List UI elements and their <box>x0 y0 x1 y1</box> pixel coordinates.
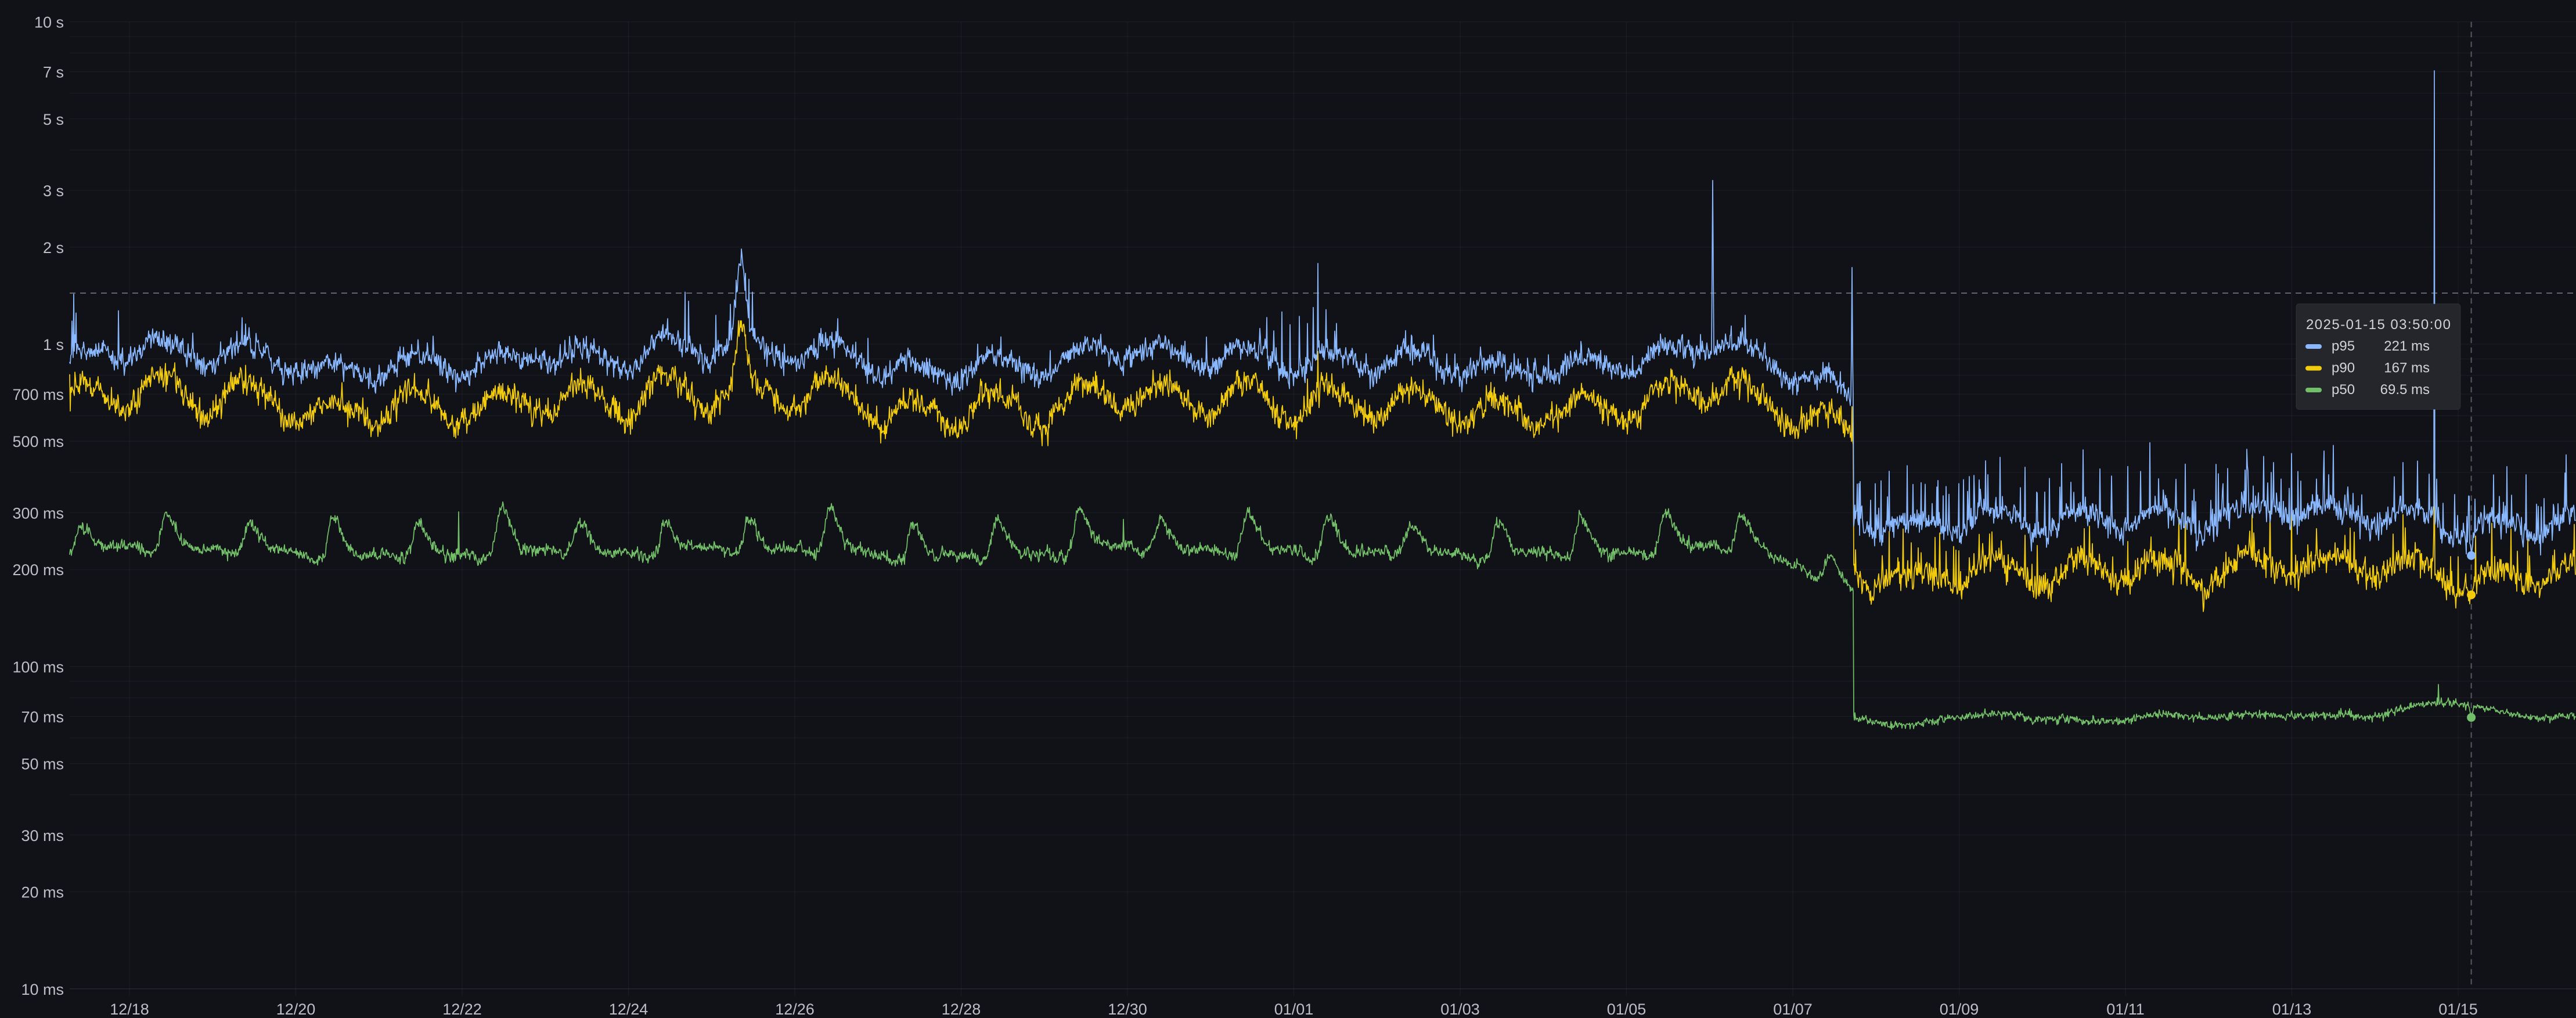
svg-text:01/03: 01/03 <box>1440 1001 1480 1018</box>
svg-text:12/20: 12/20 <box>276 1001 316 1018</box>
svg-text:300 ms: 300 ms <box>12 504 64 522</box>
svg-text:01/15: 01/15 <box>2438 1001 2478 1018</box>
svg-text:221 ms: 221 ms <box>2384 338 2430 354</box>
svg-text:12/24: 12/24 <box>609 1001 648 1018</box>
svg-text:10 ms: 10 ms <box>21 981 64 998</box>
svg-text:167 ms: 167 ms <box>2384 360 2430 376</box>
svg-text:2025-01-15 03:50:00: 2025-01-15 03:50:00 <box>2306 317 2451 333</box>
svg-text:500 ms: 500 ms <box>12 433 64 450</box>
svg-text:01/07: 01/07 <box>1773 1001 1813 1018</box>
svg-text:1 s: 1 s <box>43 336 64 353</box>
svg-text:2 s: 2 s <box>43 239 64 257</box>
svg-text:10 s: 10 s <box>34 14 64 31</box>
svg-text:p95: p95 <box>2332 338 2355 354</box>
svg-text:12/28: 12/28 <box>942 1001 981 1018</box>
svg-text:01/01: 01/01 <box>1274 1001 1314 1018</box>
svg-text:69.5 ms: 69.5 ms <box>2380 382 2430 398</box>
svg-text:7 s: 7 s <box>43 64 64 81</box>
svg-text:5 s: 5 s <box>43 111 64 128</box>
svg-text:01/11: 01/11 <box>2106 1001 2145 1018</box>
svg-text:p50: p50 <box>2332 382 2355 398</box>
svg-text:12/18: 12/18 <box>110 1001 149 1018</box>
svg-text:50 ms: 50 ms <box>21 756 64 773</box>
svg-text:20 ms: 20 ms <box>21 884 64 901</box>
svg-text:01/13: 01/13 <box>2272 1001 2312 1018</box>
svg-text:30 ms: 30 ms <box>21 827 64 844</box>
svg-text:01/09: 01/09 <box>1940 1001 1979 1018</box>
svg-text:3 s: 3 s <box>43 182 64 200</box>
svg-text:70 ms: 70 ms <box>21 708 64 725</box>
svg-text:100 ms: 100 ms <box>12 658 64 676</box>
svg-text:12/26: 12/26 <box>775 1001 815 1018</box>
svg-text:700 ms: 700 ms <box>12 386 64 403</box>
svg-text:01/05: 01/05 <box>1607 1001 1647 1018</box>
svg-text:200 ms: 200 ms <box>12 561 64 579</box>
svg-text:12/22: 12/22 <box>442 1001 482 1018</box>
svg-text:p90: p90 <box>2332 360 2355 376</box>
svg-text:12/30: 12/30 <box>1108 1001 1147 1018</box>
